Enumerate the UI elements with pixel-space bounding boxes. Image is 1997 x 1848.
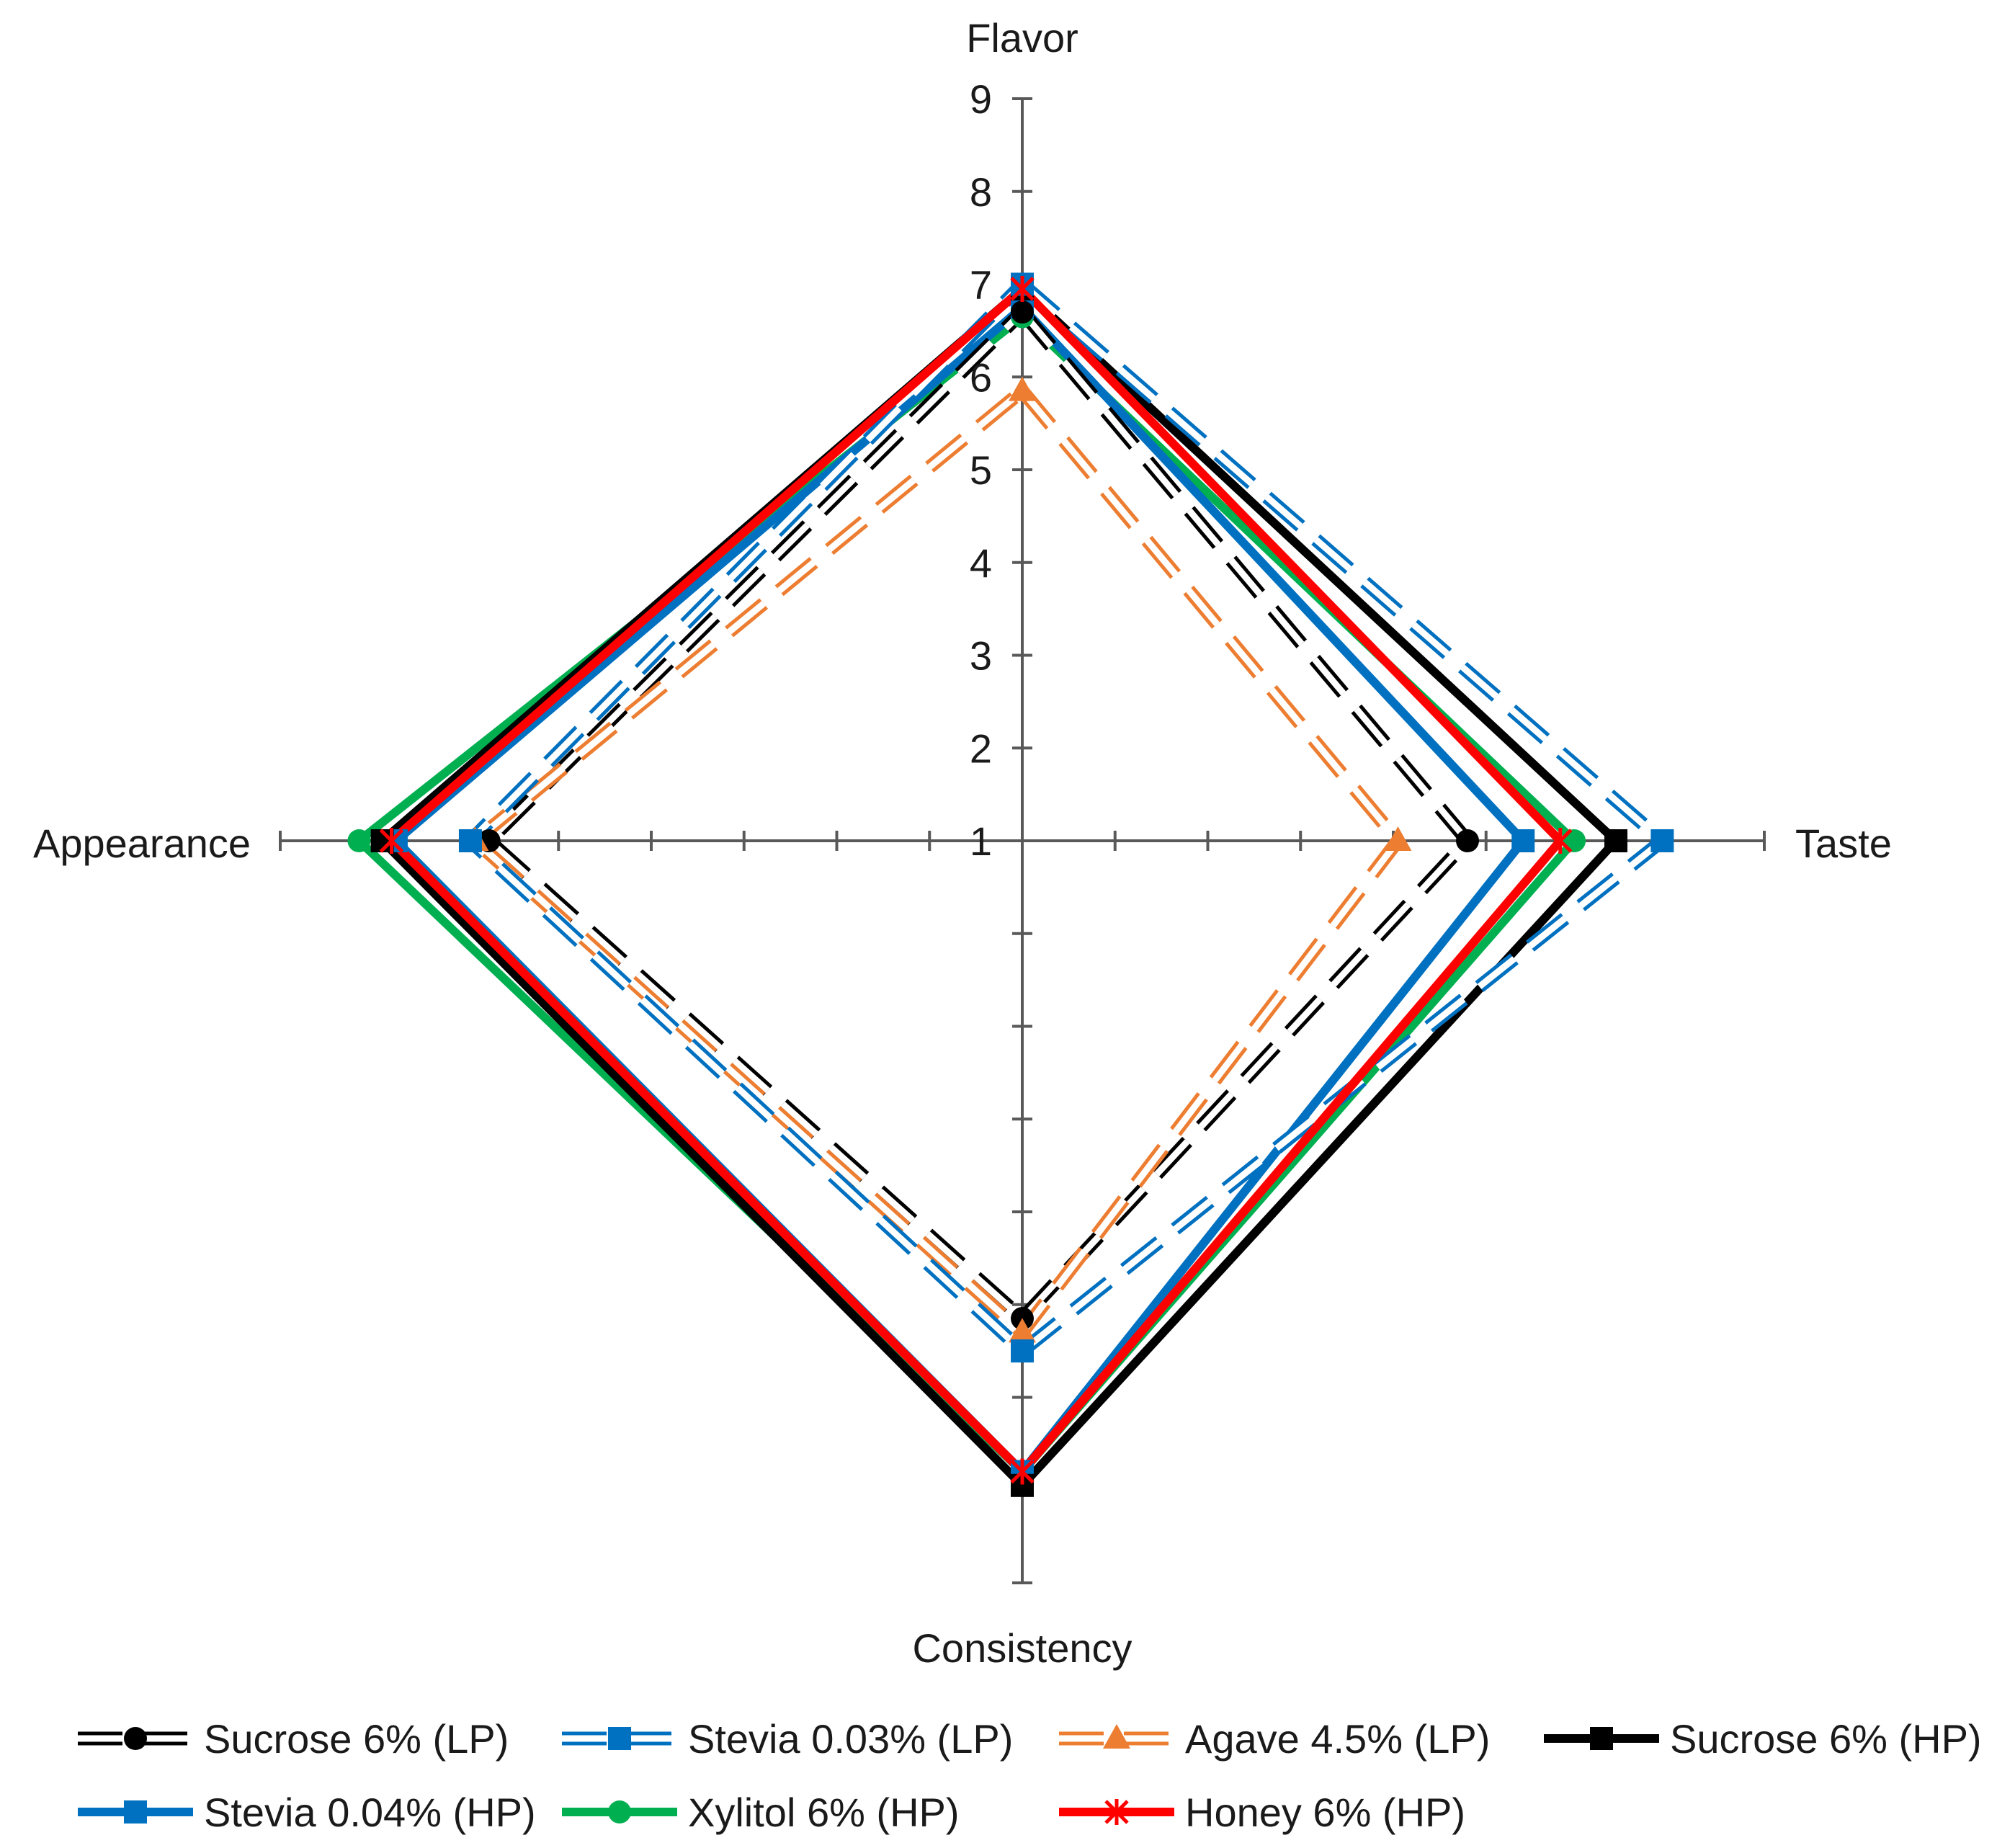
data-point-agave-4-5-lp (1009, 376, 1036, 401)
series-line-sucrose-6-lp-inner (486, 308, 1471, 1322)
data-point-agave-4-5-lp (1384, 826, 1412, 851)
tick-label: 9 (970, 76, 992, 122)
legend-item-sucrose-6-hp: Sucrose 6% (HP) (1544, 1716, 1982, 1762)
tick-label: 7 (970, 262, 992, 308)
legend-label: Xylitol 6% (HP) (688, 1790, 960, 1835)
legend-marker (608, 1727, 631, 1750)
data-point-honey-6-hp (379, 828, 404, 854)
chart-grid (279, 97, 1766, 1584)
axis-labels: Flavor Taste Consistency Appearance (33, 15, 1892, 1671)
axis-label-consistency: Consistency (912, 1625, 1132, 1671)
data-point-sucrose-6-lp (1011, 300, 1034, 324)
legend: Sucrose 6% (LP) Stevia 0.03% (LP) Agave 4.… (78, 1716, 1982, 1835)
legend-item-xylitol-6-hp: Xylitol 6% (HP) (562, 1790, 960, 1835)
legend-marker (608, 1800, 631, 1824)
axis-label-flavor: Flavor (966, 15, 1078, 61)
legend-item-sucrose-6-lp: Sucrose 6% (LP) (78, 1716, 509, 1762)
tick-label: 2 (970, 726, 992, 771)
axis-label-appearance: Appearance (33, 821, 251, 866)
tick-labels: 1 2 3 4 5 6 7 8 9 (970, 76, 992, 864)
legend-label: Sucrose 6% (HP) (1670, 1716, 1982, 1762)
data-point-honey-6-hp (1547, 828, 1573, 854)
tick-label: 4 (970, 540, 992, 586)
legend-item-stevia-0-04-hp: Stevia 0.04% (HP) (78, 1790, 536, 1835)
data-point-honey-6-hp (1010, 275, 1035, 302)
tick-label: 5 (970, 447, 992, 493)
legend-label: Sucrose 6% (LP) (204, 1716, 509, 1762)
data-point-stevia-0-04-hp (1511, 829, 1535, 852)
legend-marker (1103, 1724, 1130, 1749)
data-point-sucrose-6-lp (1456, 829, 1479, 852)
series-lines (352, 277, 1669, 1492)
series-line-stevia-0-03-lp-inner (467, 281, 1666, 1354)
series-markers (347, 272, 1674, 1497)
legend-label: Honey 6% (HP) (1185, 1790, 1465, 1835)
legend-marker (124, 1727, 147, 1750)
tick-label: 1 (970, 818, 992, 864)
legend-item-honey-6-hp: Honey 6% (HP) (1059, 1790, 1465, 1835)
data-point-sucrose-6-hp (1604, 829, 1627, 852)
legend-label: Stevia 0.03% (LP) (688, 1716, 1013, 1762)
legend-marker (1590, 1727, 1613, 1750)
legend-label: Stevia 0.04% (HP) (204, 1790, 536, 1835)
data-point-honey-6-hp (1010, 1458, 1035, 1485)
legend-item-agave-4-5-lp: Agave 4.5% (LP) (1059, 1716, 1490, 1762)
data-point-xylitol-6-hp (347, 829, 371, 852)
data-point-stevia-0-03-lp (458, 829, 482, 852)
data-point-agave-4-5-lp (1009, 1318, 1036, 1343)
tick-label: 6 (970, 354, 992, 400)
axis-label-taste: Taste (1795, 821, 1892, 866)
tick-label: 3 (970, 633, 992, 679)
legend-marker (124, 1800, 147, 1824)
data-point-stevia-0-03-lp (1011, 1339, 1034, 1363)
data-point-stevia-0-03-lp (1650, 829, 1674, 852)
legend-label: Agave 4.5% (LP) (1185, 1716, 1490, 1762)
legend-item-stevia-0-03-lp: Stevia 0.03% (LP) (562, 1716, 1013, 1762)
tick-label: 8 (970, 169, 992, 215)
legend-marker (1104, 1799, 1129, 1825)
